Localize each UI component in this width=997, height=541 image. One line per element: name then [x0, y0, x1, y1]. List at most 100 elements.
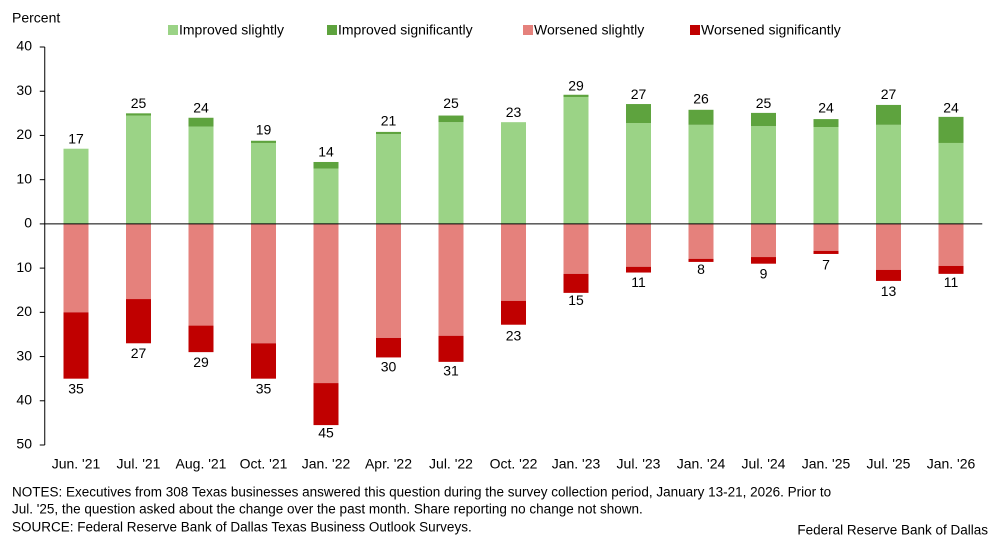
y-axis-label: Percent: [12, 10, 60, 26]
total-label: 17: [68, 130, 84, 146]
x-tick-label: Jul. '24: [742, 456, 786, 472]
total-label: 30: [381, 358, 397, 374]
x-tick-label: Jan. '24: [677, 456, 726, 472]
y-tick-label: 50: [16, 436, 32, 452]
bar-segment: [313, 168, 339, 224]
bar-segment: [876, 104, 901, 125]
bar-segment: [188, 223, 214, 326]
x-tick-label: Oct. '21: [240, 456, 288, 472]
bar-segment: [126, 299, 151, 344]
total-label: 31: [443, 363, 459, 379]
legend-swatch: [523, 25, 533, 35]
bar-segment: [688, 223, 714, 259]
notes: NOTES: Executives from 308 Texas busines…: [12, 485, 831, 500]
notes: Jul. '25, the question asked about the c…: [12, 502, 643, 517]
total-label: 24: [943, 99, 959, 115]
x-tick-label: Jul. '25: [867, 456, 911, 472]
source: SOURCE: Federal Reserve Bank of Dallas T…: [12, 520, 472, 535]
bar-segment: [751, 257, 776, 264]
bar-segment: [938, 142, 964, 224]
bar-segment: [563, 94, 589, 97]
bar-segment: [501, 122, 526, 224]
bar-segment: [313, 161, 339, 169]
bar-segment: [251, 343, 276, 379]
y-tick-label: 40: [16, 38, 32, 54]
bar-segment: [563, 223, 589, 274]
legend-label: Worsened significantly: [701, 22, 841, 38]
bar-segment: [876, 269, 901, 281]
bar-segment: [938, 265, 964, 274]
y-tick-label: 20: [16, 303, 32, 319]
total-label: 29: [193, 354, 209, 370]
total-label: 11: [631, 274, 646, 290]
bar-segment: [938, 116, 964, 143]
x-tick-label: Apr. '22: [365, 456, 412, 472]
total-label: 13: [881, 283, 897, 299]
bar-segment: [188, 325, 214, 353]
bar-segment: [751, 223, 776, 258]
total-label: 27: [881, 86, 897, 102]
bar-segment: [563, 273, 589, 293]
total-label: 19: [256, 122, 272, 138]
bar-segment: [876, 223, 901, 270]
total-label: 23: [506, 104, 522, 120]
x-tick-label: Jan. '25: [802, 456, 851, 472]
x-tick-label: Jul. '22: [429, 456, 473, 472]
total-label: 26: [693, 91, 709, 107]
bar-segment: [688, 109, 714, 125]
y-tick-label: 30: [16, 347, 32, 363]
total-label: 23: [506, 327, 522, 343]
bar-segment: [376, 134, 401, 224]
x-tick-label: Aug. '21: [176, 456, 227, 472]
bar-segment: [376, 337, 401, 358]
x-tick-label: Jan. '23: [552, 456, 601, 472]
bar-segment: [751, 112, 776, 127]
bar-segment: [751, 126, 776, 224]
y-tick-label: 20: [16, 126, 32, 142]
legend-label: Improved slightly: [179, 22, 284, 38]
legend-label: Worsened slightly: [534, 22, 644, 38]
bar-segment: [313, 223, 339, 384]
x-tick-label: Jan. '26: [927, 456, 976, 472]
bar-segment: [626, 223, 651, 267]
x-tick-label: Jul. '21: [117, 456, 161, 472]
total-label: 25: [131, 95, 147, 111]
bar-segment: [376, 131, 401, 135]
credit: Federal Reserve Bank of Dallas: [797, 523, 988, 538]
y-tick-label: 30: [16, 82, 32, 98]
bar-segment: [63, 312, 89, 379]
legend-label: Improved significantly: [338, 22, 473, 38]
bar-segment: [438, 122, 464, 224]
total-label: 7: [822, 257, 830, 273]
bar-segment: [813, 223, 839, 251]
bar-segment: [63, 148, 89, 224]
bar-segment: [501, 223, 526, 301]
bar-segment: [626, 123, 651, 224]
total-label: 21: [381, 113, 397, 129]
total-label: 24: [193, 99, 209, 115]
total-label: 45: [318, 425, 334, 441]
total-label: 14: [318, 144, 334, 160]
total-label: 24: [818, 99, 834, 115]
total-label: 27: [631, 86, 647, 102]
bar-segment: [188, 117, 214, 127]
x-tick-label: Jun. '21: [52, 456, 101, 472]
bar-segment: [813, 127, 839, 224]
total-label: 8: [697, 261, 705, 277]
bar-segment: [813, 119, 839, 128]
legend-swatch: [690, 25, 700, 35]
bar-segment: [251, 223, 276, 344]
bar-segment: [688, 258, 714, 262]
bar-segment: [501, 300, 526, 325]
bar-segment: [188, 126, 214, 224]
x-tick-label: Jul. '23: [617, 456, 661, 472]
total-label: 35: [68, 380, 84, 396]
total-label: 15: [568, 292, 584, 308]
bar-segment: [876, 124, 901, 224]
bar-segment: [438, 335, 464, 362]
total-label: 25: [756, 95, 772, 111]
bar-segment: [626, 104, 651, 124]
total-label: 29: [568, 77, 584, 93]
bar-segment: [438, 115, 464, 123]
bar-segment: [126, 113, 151, 116]
